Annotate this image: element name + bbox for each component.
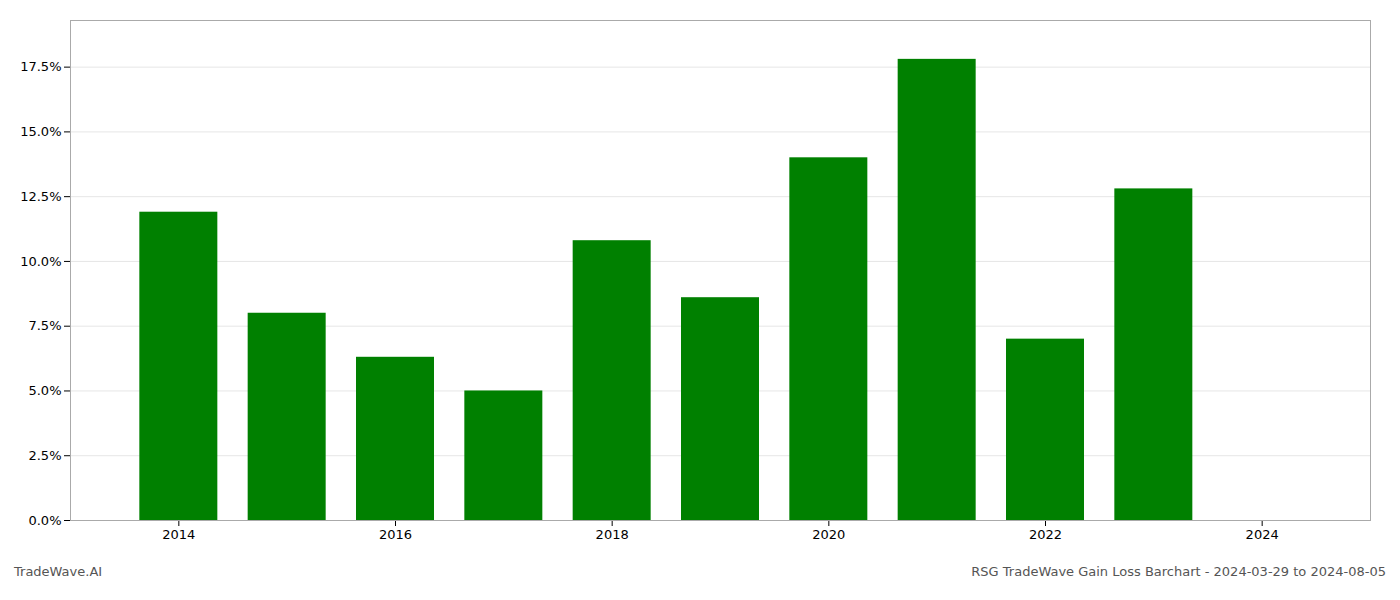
svg-text:5.0%: 5.0%	[28, 383, 61, 398]
svg-text:2016: 2016	[379, 527, 412, 542]
svg-text:2.5%: 2.5%	[28, 448, 61, 463]
svg-text:2014: 2014	[162, 527, 195, 542]
svg-text:7.5%: 7.5%	[28, 318, 61, 333]
svg-text:2022: 2022	[1029, 527, 1062, 542]
html-text:TradeWave.AI: TradeWave.AI	[14, 564, 103, 579]
svg-text:2024: 2024	[1246, 527, 1279, 542]
svg-text:15.0%: 15.0%	[20, 124, 61, 139]
svg-text:2020: 2020	[812, 527, 845, 542]
svg-text:10.0%: 10.0%	[20, 254, 61, 269]
html-text:RSG TradeWave Gain Loss Barcha: RSG TradeWave Gain Loss Barchart - 2024-…	[971, 564, 1386, 579]
svg-text:17.5%: 17.5%	[20, 59, 61, 74]
svg-text:0.0%: 0.0%	[28, 513, 61, 528]
svg-text:12.5%: 12.5%	[20, 189, 61, 204]
svg-text:2018: 2018	[596, 527, 629, 542]
